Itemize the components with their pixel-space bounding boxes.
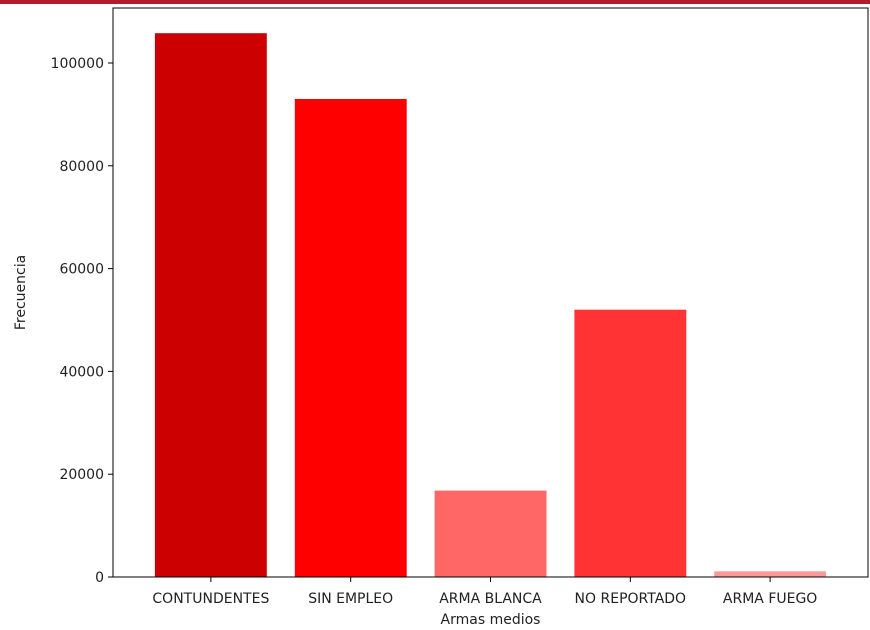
bars-group <box>154 33 827 577</box>
x-tick-label: ARMA BLANCA <box>439 591 542 607</box>
bar-no-reportado <box>574 309 687 577</box>
x-tick-label: ARMA FUEGO <box>723 591 817 607</box>
y-tick-label: 100000 <box>51 56 104 72</box>
y-axis-ticks: 0 20000 40000 60000 80000 100000 <box>51 56 113 586</box>
x-tick-label: CONTUNDENTES <box>152 591 269 607</box>
bar-contundentes <box>154 33 267 577</box>
x-axis-ticks: CONTUNDENTES SIN EMPLEO ARMA BLANCA NO REPO… <box>152 577 817 607</box>
x-tick-label: NO REPORTADO <box>575 591 687 607</box>
top-accent-strip <box>0 0 870 4</box>
x-tick-label: SIN EMPLEO <box>308 591 393 607</box>
plot-frame <box>112 7 869 578</box>
y-tick-label: 40000 <box>59 364 104 380</box>
x-axis-label: Armas medios <box>441 612 541 628</box>
y-tick-label: 20000 <box>59 467 104 483</box>
y-tick-label: 60000 <box>59 262 104 278</box>
bar-sin-empleo <box>294 99 407 577</box>
y-tick-label: 0 <box>95 570 104 586</box>
y-tick-label: 80000 <box>59 159 104 175</box>
bar-arma-fuego <box>714 571 827 577</box>
bar-arma-blanca <box>434 490 547 577</box>
y-axis-label: Frecuencia <box>13 255 29 330</box>
